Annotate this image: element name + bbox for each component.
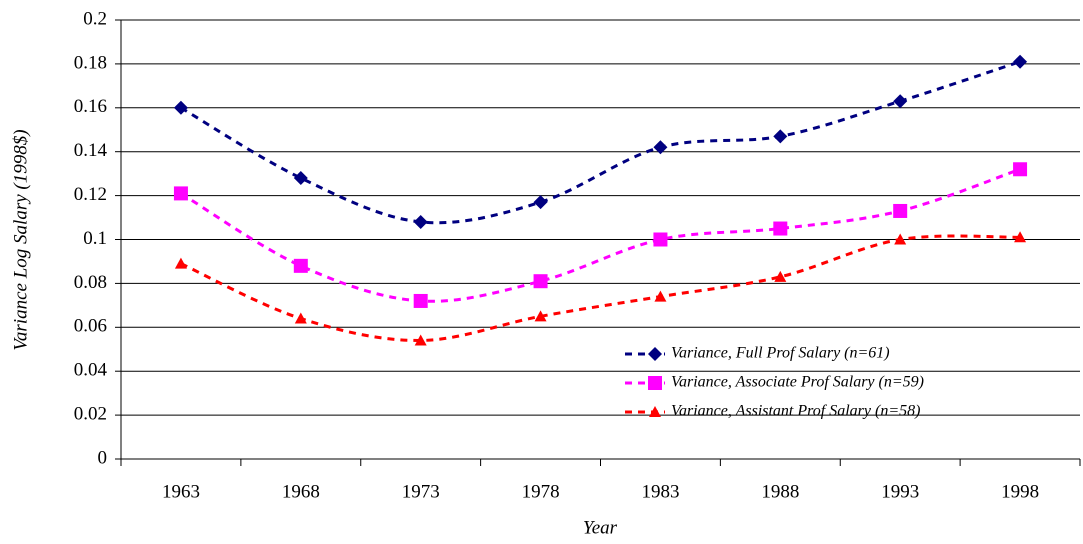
- legend-marker: [648, 376, 662, 390]
- y-tick-label: 0.06: [74, 316, 107, 337]
- data-point: [413, 293, 428, 308]
- series-line: [180, 167, 1021, 303]
- legend-label: Variance, Associate Prof Salary (n=59): [671, 374, 924, 391]
- x-axis-label: Year: [583, 517, 618, 538]
- data-point: [894, 233, 907, 245]
- x-tick-label: 1988: [761, 481, 799, 502]
- x-tick-label: 1998: [1001, 481, 1039, 502]
- data-point: [173, 186, 188, 201]
- data-point: [1013, 54, 1028, 69]
- series-line: [180, 234, 1021, 342]
- x-tick-label: 1973: [402, 481, 440, 502]
- data-point: [893, 203, 908, 218]
- y-tick-label: 0.1: [83, 228, 107, 249]
- data-point: [414, 334, 427, 346]
- data-point: [173, 100, 188, 115]
- data-point: [653, 232, 668, 247]
- legend-label: Variance, Assistant Prof Salary (n=58): [671, 403, 920, 420]
- legend-label: Variance, Full Prof Salary (n=61): [671, 345, 890, 362]
- y-tick-label: 0.08: [74, 272, 107, 293]
- y-axis-label: Variance Log Salary (1998$): [10, 129, 31, 350]
- x-tick-label: 1993: [881, 481, 919, 502]
- data-point: [533, 195, 548, 210]
- y-tick-label: 0.18: [74, 52, 107, 73]
- legend-marker: [648, 347, 662, 361]
- y-tick-label: 0.14: [74, 140, 108, 161]
- data-point: [774, 270, 787, 282]
- data-point: [773, 221, 788, 236]
- data-point: [654, 290, 667, 302]
- y-tick-label: 0: [98, 447, 108, 468]
- y-tick-label: 0.16: [74, 96, 107, 117]
- data-point: [294, 312, 307, 324]
- data-point: [893, 94, 908, 109]
- legend-marker: [649, 406, 661, 417]
- data-point: [174, 257, 187, 269]
- x-tick-label: 1983: [641, 481, 679, 502]
- data-point: [1013, 162, 1028, 177]
- y-tick-label: 0.2: [83, 8, 107, 29]
- data-point: [1014, 231, 1027, 243]
- data-point: [534, 310, 547, 322]
- data-point: [293, 258, 308, 273]
- y-tick-label: 0.04: [74, 360, 108, 381]
- data-point: [773, 129, 788, 144]
- data-point: [653, 140, 668, 155]
- y-tick-label: 0.12: [74, 184, 107, 205]
- x-tick-label: 1963: [162, 481, 200, 502]
- y-tick-label: 0.02: [74, 403, 107, 424]
- series-line: [180, 60, 1021, 225]
- data-point: [413, 214, 428, 229]
- data-point: [293, 171, 308, 186]
- data-point: [533, 274, 548, 289]
- x-tick-label: 1968: [282, 481, 320, 502]
- x-tick-label: 1978: [522, 481, 560, 502]
